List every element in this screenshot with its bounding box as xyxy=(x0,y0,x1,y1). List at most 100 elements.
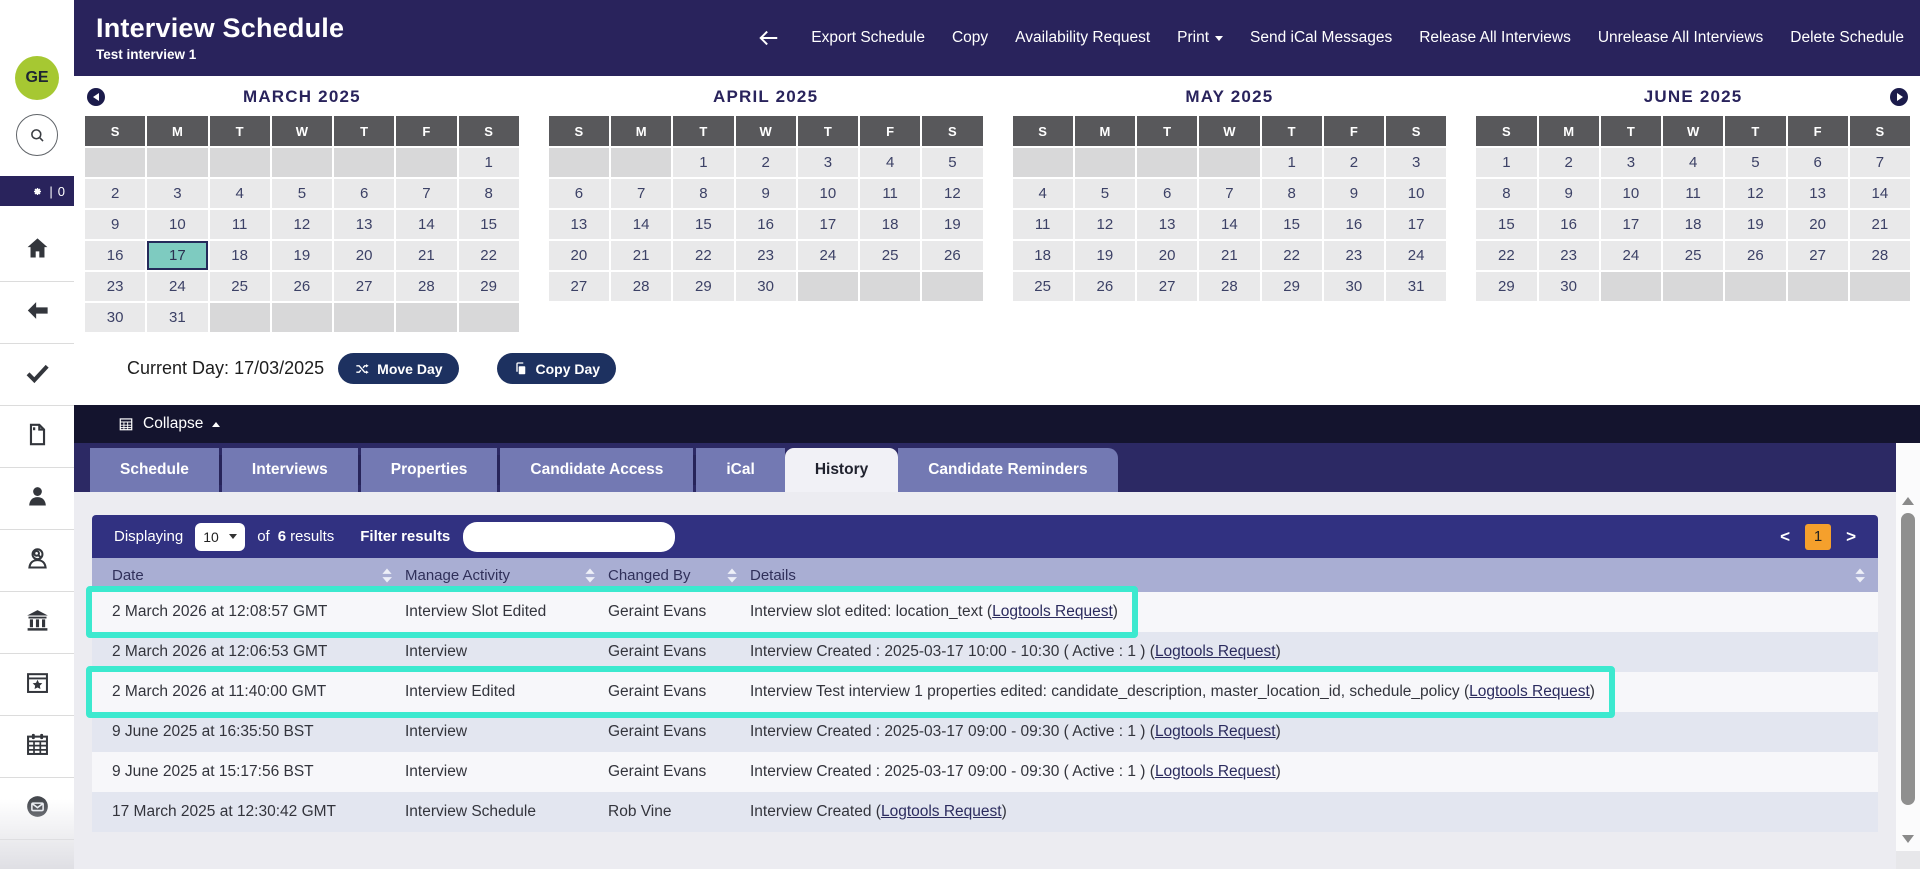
calendar-day[interactable]: 17 xyxy=(797,210,858,239)
sort-icon[interactable] xyxy=(727,568,737,583)
calendar-day[interactable]: 25 xyxy=(1663,241,1724,270)
calendar-day[interactable]: 14 xyxy=(1849,179,1910,208)
calendar-day[interactable]: 11 xyxy=(1663,179,1724,208)
search-button[interactable] xyxy=(16,114,58,156)
calendar-day[interactable]: 24 xyxy=(1600,241,1661,270)
calendar-day[interactable]: 22 xyxy=(1261,241,1322,270)
calendar-day[interactable]: 4 xyxy=(1012,179,1073,208)
page-size-select[interactable]: 10 xyxy=(195,522,246,551)
calendar-day[interactable]: 29 xyxy=(458,272,519,301)
calendar-day[interactable]: 30 xyxy=(1323,272,1384,301)
calendar-day[interactable]: 20 xyxy=(1137,241,1198,270)
column-header-manage-activity[interactable]: Manage Activity xyxy=(405,558,608,592)
calendar-day[interactable]: 1 xyxy=(1476,148,1537,177)
calendar-day[interactable]: 25 xyxy=(860,241,921,270)
calendar-day[interactable]: 23 xyxy=(85,272,146,301)
calendar-day[interactable]: 13 xyxy=(548,210,609,239)
calendar-day[interactable]: 26 xyxy=(271,272,332,301)
move-day-button[interactable]: Move Day xyxy=(338,353,459,384)
scrollbar-thumb[interactable] xyxy=(1901,513,1915,805)
calendar-day[interactable]: 24 xyxy=(1386,241,1447,270)
tab-ical[interactable]: iCal xyxy=(696,448,785,492)
calendar-day[interactable]: 31 xyxy=(147,303,208,332)
calendar-day[interactable]: 5 xyxy=(1725,148,1786,177)
calendar-day[interactable]: 8 xyxy=(1261,179,1322,208)
calendar-day[interactable]: 28 xyxy=(611,272,672,301)
calendar-day[interactable]: 28 xyxy=(1849,241,1910,270)
sidebar-item-envelope[interactable] xyxy=(0,778,74,840)
calendar-day[interactable]: 24 xyxy=(797,241,858,270)
nav-copy[interactable]: Copy xyxy=(951,29,989,46)
sidebar-item-bank[interactable] xyxy=(0,592,74,654)
calendar-day[interactable]: 18 xyxy=(209,241,270,270)
calendar-day[interactable]: 29 xyxy=(673,272,734,301)
calendar-day[interactable]: 16 xyxy=(1538,210,1599,239)
calendar-day[interactable]: 22 xyxy=(1476,241,1537,270)
calendar-day[interactable]: 2 xyxy=(735,148,796,177)
column-header-changed-by[interactable]: Changed By xyxy=(608,558,750,592)
calendar-day[interactable]: 8 xyxy=(1476,179,1537,208)
scrollbar-up-arrow[interactable] xyxy=(1902,497,1914,505)
calendar-day[interactable]: 13 xyxy=(334,210,395,239)
calendar-day[interactable]: 6 xyxy=(1137,179,1198,208)
calendar-day[interactable]: 10 xyxy=(1600,179,1661,208)
sidebar-item-person-search[interactable] xyxy=(0,530,74,592)
calendar-day[interactable]: 18 xyxy=(1663,210,1724,239)
calendar-day[interactable]: 20 xyxy=(548,241,609,270)
calendar-day[interactable]: 29 xyxy=(1476,272,1537,301)
calendar-day[interactable]: 23 xyxy=(1538,241,1599,270)
calendar-day[interactable]: 5 xyxy=(271,179,332,208)
calendar-day[interactable]: 29 xyxy=(1261,272,1322,301)
calendar-day[interactable]: 15 xyxy=(1476,210,1537,239)
calendar-day[interactable]: 26 xyxy=(1725,241,1786,270)
nav-unrelease-all-interviews[interactable]: Unrelease All Interviews xyxy=(1597,29,1764,46)
calendar-day[interactable]: 8 xyxy=(673,179,734,208)
calendar-day[interactable]: 14 xyxy=(396,210,457,239)
calendar-day[interactable]: 5 xyxy=(1074,179,1135,208)
calendar-day[interactable]: 12 xyxy=(1074,210,1135,239)
calendar-day[interactable]: 8 xyxy=(458,179,519,208)
calendar-day[interactable]: 10 xyxy=(147,210,208,239)
calendar-day[interactable]: 27 xyxy=(1787,241,1848,270)
sort-icon[interactable] xyxy=(382,568,392,583)
calendar-day[interactable]: 21 xyxy=(396,241,457,270)
next-page-button[interactable]: > xyxy=(1846,526,1856,546)
logtools-request-link[interactable]: Logtools Request xyxy=(880,803,1002,820)
calendar-day[interactable]: 4 xyxy=(860,148,921,177)
tab-candidate-access[interactable]: Candidate Access xyxy=(500,448,694,492)
sidebar-item-home[interactable] xyxy=(0,220,74,282)
calendar-day[interactable]: 7 xyxy=(396,179,457,208)
calendar-day[interactable]: 22 xyxy=(458,241,519,270)
sidebar-item-document[interactable] xyxy=(0,406,74,468)
calendar-day[interactable]: 19 xyxy=(922,210,983,239)
nav-availability-request[interactable]: Availability Request xyxy=(1015,29,1151,46)
calendar-day[interactable]: 17 xyxy=(1386,210,1447,239)
calendar-day[interactable]: 21 xyxy=(1199,241,1260,270)
calendar-day[interactable]: 16 xyxy=(85,241,146,270)
calendar-day[interactable]: 30 xyxy=(735,272,796,301)
scrollbar-down-arrow[interactable] xyxy=(1902,835,1914,843)
calendar-day[interactable]: 13 xyxy=(1787,179,1848,208)
calendar-day[interactable]: 19 xyxy=(1725,210,1786,239)
calendar-day[interactable]: 22 xyxy=(673,241,734,270)
tab-history[interactable]: History xyxy=(784,448,899,492)
calendar-day[interactable]: 2 xyxy=(1323,148,1384,177)
logtools-request-link[interactable]: Logtools Request xyxy=(1154,763,1276,780)
calendar-day[interactable]: 3 xyxy=(1386,148,1447,177)
calendar-day[interactable]: 9 xyxy=(85,210,146,239)
nav-print[interactable]: Print xyxy=(1177,29,1224,47)
calendar-day[interactable]: 11 xyxy=(1012,210,1073,239)
calendar-day[interactable]: 25 xyxy=(209,272,270,301)
calendar-day[interactable]: 9 xyxy=(1538,179,1599,208)
calendar-day[interactable]: 23 xyxy=(735,241,796,270)
calendar-day[interactable]: 12 xyxy=(922,179,983,208)
calendar-day[interactable]: 17 xyxy=(1600,210,1661,239)
avatar[interactable]: GE xyxy=(15,56,59,100)
calendar-day[interactable]: 4 xyxy=(1663,148,1724,177)
calendar-day[interactable]: 9 xyxy=(1323,179,1384,208)
calendar-day[interactable]: 1 xyxy=(1261,148,1322,177)
calendar-day[interactable]: 27 xyxy=(548,272,609,301)
nav-send-ical-messages[interactable]: Send iCal Messages xyxy=(1250,29,1393,46)
calendar-day[interactable]: 30 xyxy=(1538,272,1599,301)
sidebar-item-calendar[interactable] xyxy=(0,716,74,778)
